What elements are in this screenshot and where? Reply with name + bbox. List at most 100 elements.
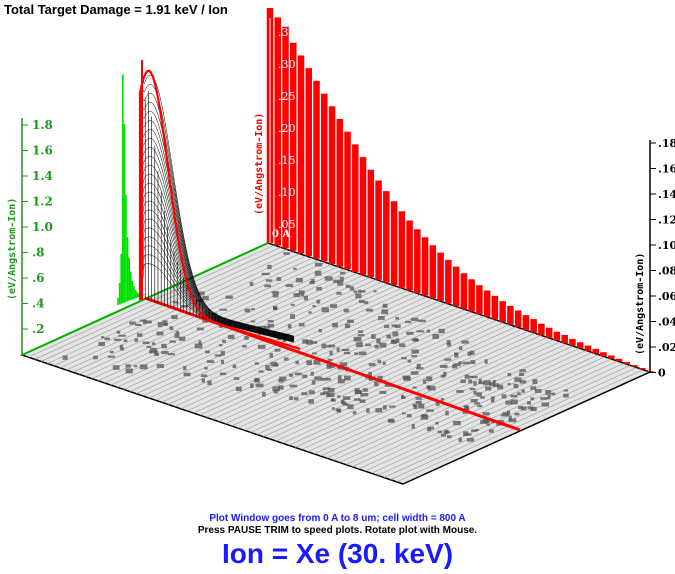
damage-cell [169,326,174,331]
back-axis-tick-label: .20 [278,122,296,135]
left-axis-tick-label: 1.6 [32,144,53,158]
mesh-curve [141,173,294,340]
damage-cell [264,284,272,288]
damage-cell [290,303,295,306]
damage-cell [265,365,270,370]
damage-cell [527,401,532,405]
damage-cell [354,352,358,356]
damage-cell [471,375,478,379]
damage-cell [530,397,534,401]
floor-grid-line [307,339,554,453]
damage-cell [308,399,315,404]
floor-grid-line [269,326,516,440]
damage-cell [326,344,331,348]
damage-cell [329,350,333,356]
mesh-curve [141,74,294,337]
damage-cell [426,427,432,432]
damage-cell [416,367,424,370]
damage-cell [250,320,256,323]
damage-cell [242,345,247,348]
damage-cell [462,411,468,414]
damage-cell [435,421,439,425]
damage-cell [394,324,401,329]
floor-grid-line [371,360,618,474]
damage-cell [328,344,336,348]
damage-cell [218,325,224,328]
damage-cell [401,396,406,399]
damage-cell [364,301,369,305]
damage-cell [467,351,472,356]
damage-cell [500,414,509,417]
damage-cell [486,423,490,426]
damage-cell [254,362,259,365]
damage-cell [359,399,366,403]
damage-cell [519,372,525,377]
damage-cell [329,363,335,369]
damage-cell [454,352,459,355]
damage-cell [349,286,354,291]
damage-cell [447,435,452,439]
damage-cell [232,364,237,369]
damage-cell [368,378,373,381]
damage-cell [534,388,542,393]
damage-cell [387,419,395,423]
damage-cell [411,355,418,358]
damage-cell [148,350,153,354]
damage-cell [474,402,481,405]
damage-cell [541,402,550,407]
damage-cell [354,398,361,401]
damage-cell [162,320,168,326]
damage-cell [392,331,399,337]
damage-cell [339,276,344,282]
damage-cell [344,323,351,329]
damage-cell [264,326,270,329]
damage-cell [326,377,331,381]
damage-cell [505,400,513,405]
mesh-curve [141,155,294,339]
damage-cell [476,392,482,397]
damage-map [62,252,569,442]
damage-cell [288,373,294,377]
damage-cell [439,364,448,368]
damage-cell [530,386,537,390]
damage-cell [345,284,351,288]
damage-cell [220,350,225,356]
damage-cell [460,379,466,384]
damage-cell [482,412,490,416]
back-axis-tick-label: .10 [278,186,296,199]
damage-cell [473,381,477,386]
right-axis-tick-label: .02 [658,341,675,354]
damage-cell [333,279,340,283]
damage-cell [466,438,475,442]
damage-cell [171,315,178,320]
damage-cell [354,388,360,391]
damage-cell [114,338,122,341]
damage-cell [254,377,260,382]
damage-cell [272,386,280,392]
damage-cell [101,336,105,339]
damage-cell [330,304,338,308]
damage-cell [461,340,469,344]
damage-mesh [138,60,301,351]
damage-cell [399,343,406,348]
damage-cell [456,390,464,393]
back-axis-tick-label: .25 [278,90,296,103]
damage-cell [311,352,317,355]
damage-cell [314,270,322,276]
damage-cell [502,412,510,416]
damage-cell [204,366,208,370]
damage-cell [282,340,287,343]
damage-cell [352,411,357,415]
left-axis-tick-label: 1.0 [32,220,53,234]
back-axis-tick-label: .15 [278,154,296,167]
left-axis-tick-label: 1.4 [32,169,53,183]
damage-cell [274,348,281,352]
damage-cell [347,404,354,410]
damage-cell [508,415,512,421]
back-axis-tick-label: .35 [278,26,296,39]
damage-cell [377,359,381,363]
damage-cell [289,396,293,401]
damage-cell [514,377,522,382]
damage-cell [183,365,187,371]
